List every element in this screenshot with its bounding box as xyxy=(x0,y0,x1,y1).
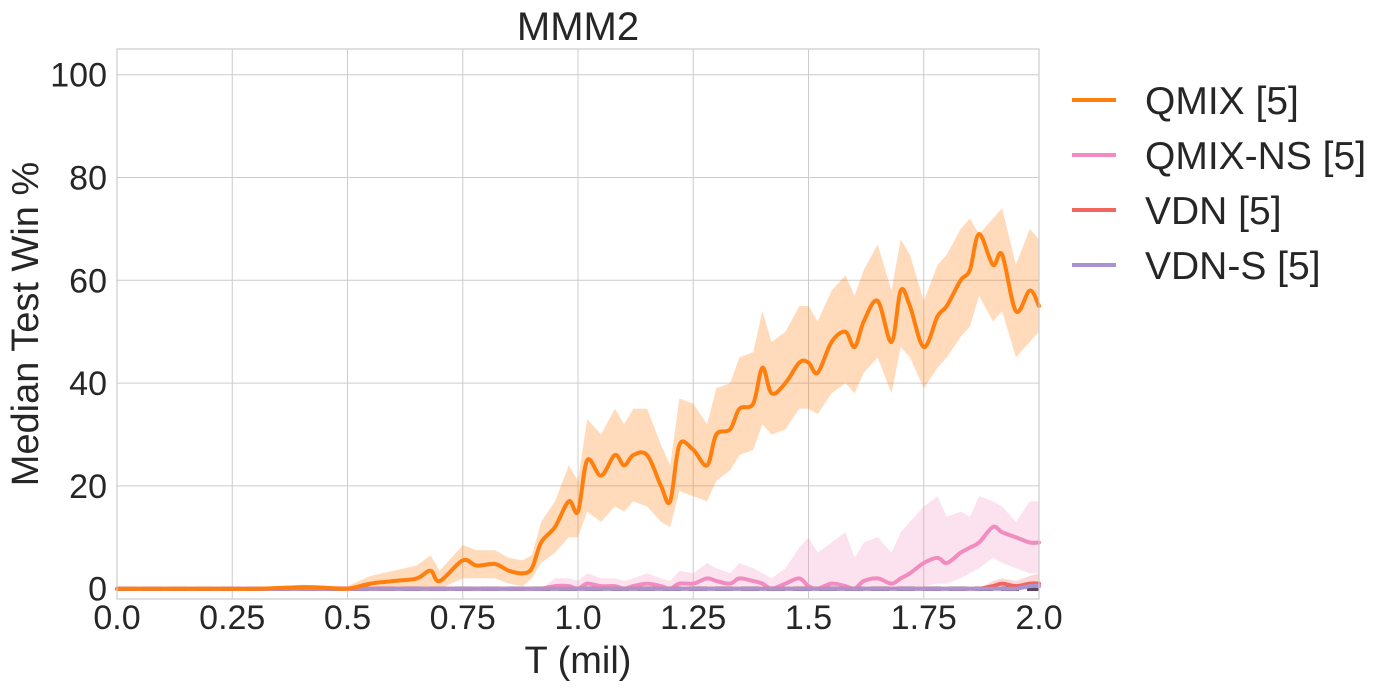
y-tick-label: 80 xyxy=(69,160,107,198)
legend-label: QMIX-NS [5] xyxy=(1145,135,1366,178)
x-axis-label: T (mil) xyxy=(525,640,632,682)
y-tick-label: 100 xyxy=(50,57,107,95)
y-axis-label: Median Test Win % xyxy=(5,162,47,487)
legend-label: VDN-S [5] xyxy=(1145,245,1321,288)
y-tick-label: 0 xyxy=(88,571,107,609)
series-line-3 xyxy=(115,583,1041,591)
x-tick-label: 1.0 xyxy=(554,599,601,637)
x-tick-label: 1.25 xyxy=(660,599,726,637)
plot-frame xyxy=(116,48,1040,600)
x-tick-label: 2.0 xyxy=(1015,599,1062,637)
x-tick-label: 0.0 xyxy=(93,599,140,637)
series-lines xyxy=(115,231,1041,591)
series-line-0 xyxy=(115,231,1041,591)
y-axis-ticks: 0 20 40 60 80 100 xyxy=(50,57,107,609)
x-tick-label: 0.25 xyxy=(199,599,265,637)
x-tick-label: 1.75 xyxy=(891,599,957,637)
chart-title: MMM2 xyxy=(517,5,639,49)
y-tick-label: 40 xyxy=(69,365,107,403)
x-tick-label: 0.75 xyxy=(430,599,496,637)
y-tick-label: 20 xyxy=(69,468,107,506)
x-tick-label: 1.5 xyxy=(785,599,832,637)
y-tick-label: 60 xyxy=(69,262,107,300)
band-1 xyxy=(117,496,1039,589)
legend: QMIX [5] QMIX-NS [5] VDN [5] VDN-S [5] xyxy=(1072,80,1366,288)
x-axis-ticks: 0.0 0.25 0.5 0.75 1.0 1.25 1.5 1.75 2.0 xyxy=(93,599,1062,637)
x-tick-label: 0.5 xyxy=(324,599,371,637)
legend-label: VDN [5] xyxy=(1145,190,1282,233)
legend-label: QMIX [5] xyxy=(1145,80,1299,123)
